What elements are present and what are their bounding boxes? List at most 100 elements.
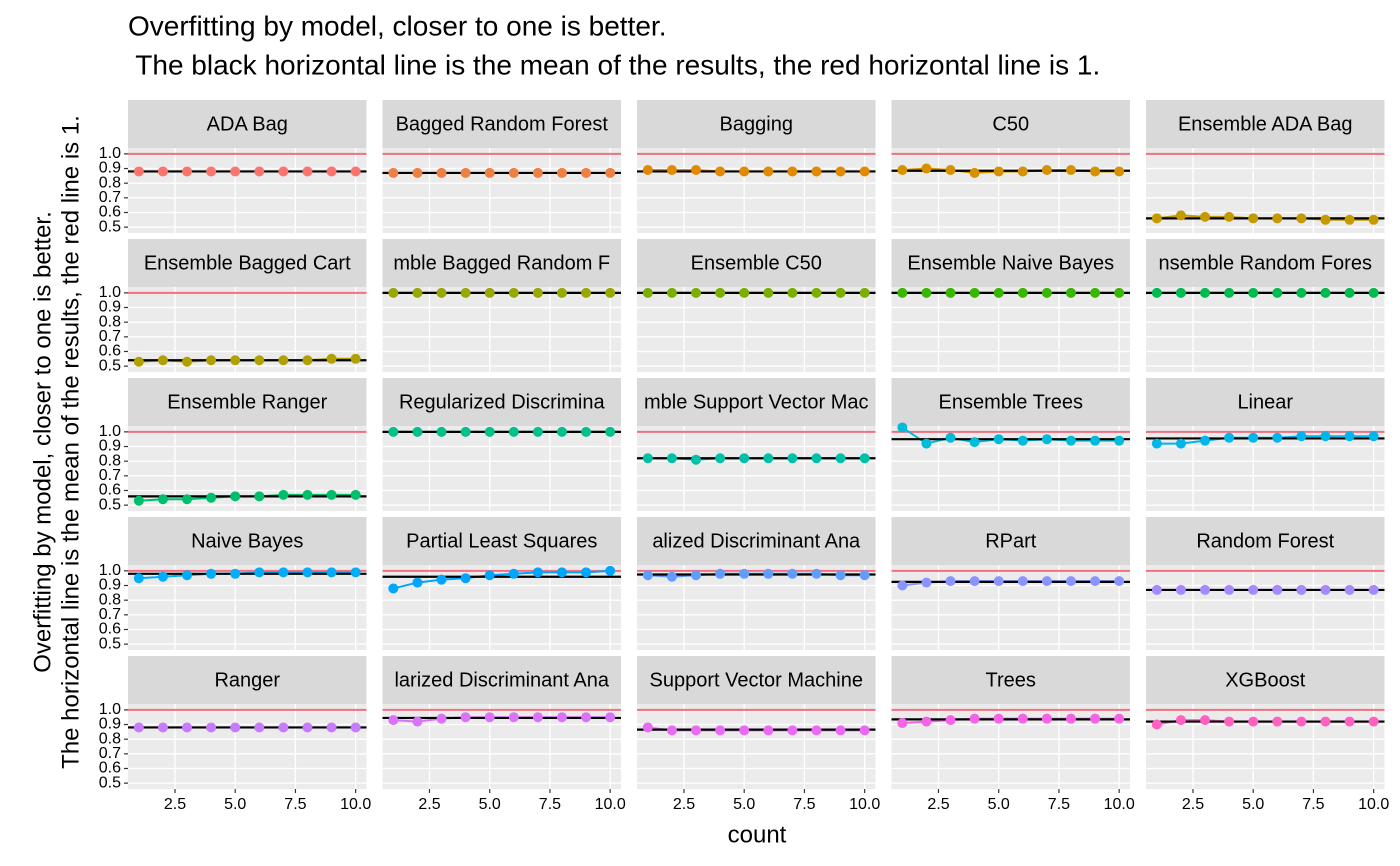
- x-tick-label: 2.5: [418, 796, 440, 813]
- point: [1248, 287, 1259, 298]
- strip-label: Ensemble C50: [691, 252, 822, 274]
- y-axis-label: Overfitting by model, closer to one is b…: [29, 211, 56, 673]
- point: [1224, 287, 1235, 298]
- point: [1041, 287, 1052, 298]
- point: [969, 576, 980, 587]
- strip: [637, 100, 876, 148]
- point: [835, 725, 846, 736]
- x-tick-label: 5.0: [479, 796, 501, 813]
- x-tick-label: 7.5: [539, 796, 561, 813]
- point: [969, 287, 980, 298]
- point: [993, 576, 1004, 587]
- point: [666, 453, 677, 464]
- point: [254, 567, 265, 578]
- point: [1224, 432, 1235, 443]
- point: [412, 716, 423, 727]
- point: [532, 567, 543, 578]
- point: [182, 494, 193, 505]
- x-tick-label: 10.0: [849, 796, 880, 813]
- point: [739, 287, 750, 298]
- point: [1151, 287, 1162, 298]
- point: [1151, 438, 1162, 449]
- strip-label: Trees: [986, 669, 1036, 691]
- point: [1224, 211, 1235, 222]
- y-tick-label: 0.6: [99, 482, 121, 499]
- point: [133, 722, 144, 733]
- point: [206, 355, 217, 366]
- point: [254, 166, 265, 177]
- point: [508, 167, 519, 178]
- point: [326, 489, 337, 500]
- point: [739, 453, 750, 464]
- point: [230, 722, 241, 733]
- point: [254, 355, 265, 366]
- point: [859, 166, 870, 177]
- point: [484, 570, 495, 581]
- point: [763, 166, 774, 177]
- point: [254, 491, 265, 502]
- point: [1368, 287, 1379, 298]
- point: [739, 166, 750, 177]
- panel-background: [891, 287, 1130, 372]
- point: [1090, 166, 1101, 177]
- x-tick-label: 10.0: [1358, 796, 1389, 813]
- y-tick-label: 1.0: [99, 145, 121, 162]
- point: [1344, 716, 1355, 727]
- point: [1344, 584, 1355, 595]
- point: [388, 715, 399, 726]
- point: [787, 568, 798, 579]
- strip: [128, 378, 367, 426]
- strip: [891, 517, 1130, 565]
- y-tick-label: 0.9: [99, 160, 121, 177]
- point: [897, 422, 908, 433]
- strip: [128, 100, 367, 148]
- strip: [637, 378, 876, 426]
- point: [484, 167, 495, 178]
- point: [739, 568, 750, 579]
- point: [605, 712, 616, 723]
- point: [556, 567, 567, 578]
- x-tick-label: 5.0: [1242, 796, 1264, 813]
- point: [508, 287, 519, 298]
- point: [605, 565, 616, 576]
- point: [436, 426, 447, 437]
- point: [1175, 438, 1186, 449]
- strip: [1146, 100, 1385, 148]
- x-tick-label: 10.0: [340, 796, 371, 813]
- point: [1320, 431, 1331, 442]
- panel-background: [128, 565, 367, 650]
- point: [1344, 431, 1355, 442]
- point: [1320, 584, 1331, 595]
- point: [1296, 584, 1307, 595]
- point: [715, 568, 726, 579]
- point: [556, 287, 567, 298]
- point: [1175, 210, 1186, 221]
- point: [484, 287, 495, 298]
- point: [1017, 435, 1028, 446]
- point: [787, 166, 798, 177]
- point: [1272, 584, 1283, 595]
- strip: [891, 100, 1130, 148]
- point: [835, 453, 846, 464]
- strip-label: Partial Least Squares: [406, 530, 597, 552]
- point: [484, 712, 495, 723]
- panel-background: [382, 148, 621, 233]
- x-tick-label: 7.5: [1048, 796, 1070, 813]
- point: [642, 722, 653, 733]
- point: [811, 568, 822, 579]
- point: [605, 167, 616, 178]
- point: [278, 489, 289, 500]
- point: [642, 164, 653, 175]
- point: [811, 725, 822, 736]
- point: [691, 287, 702, 298]
- point: [1200, 715, 1211, 726]
- point: [811, 166, 822, 177]
- strip-label: larized Discriminant Ana: [394, 669, 609, 691]
- point: [230, 166, 241, 177]
- point: [1114, 435, 1125, 446]
- point: [436, 713, 447, 724]
- point: [691, 164, 702, 175]
- point: [1090, 713, 1101, 724]
- point: [556, 712, 567, 723]
- point: [642, 570, 653, 581]
